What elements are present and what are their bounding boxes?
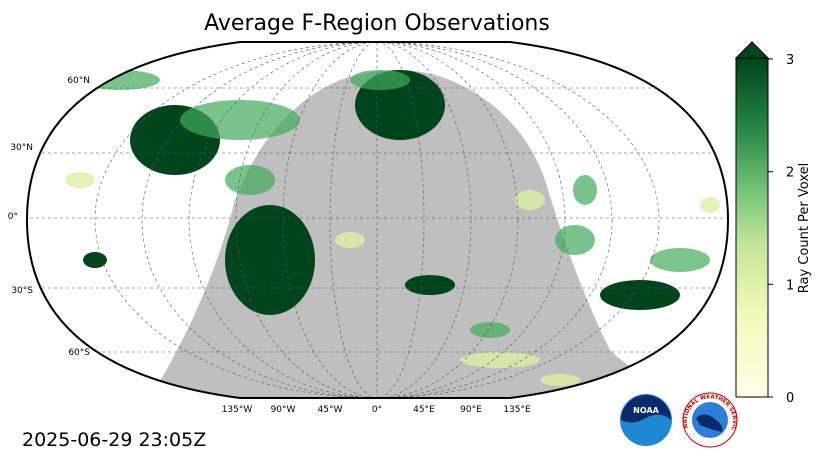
- noaa-logo: NOAA: [620, 394, 672, 446]
- lon-label: 135°E: [503, 405, 531, 415]
- lat-labels: 60°N 30°N 0° 30°S 60°S: [8, 76, 91, 358]
- observation-blobs-low: [65, 172, 720, 386]
- colorbar-tick-label: 1: [786, 278, 794, 293]
- timestamp: 2025-06-29 23:05Z: [22, 429, 206, 451]
- colorbar-tick-label: 3: [786, 53, 794, 68]
- lat-label: 30°S: [11, 286, 33, 296]
- map-area: [27, 42, 728, 398]
- colorbar-ticks: 0 1 2 3: [768, 53, 794, 406]
- lon-label: 45°W: [318, 405, 343, 415]
- map-border: [25, 41, 730, 399]
- lon-label: 90°E: [460, 405, 482, 415]
- observation-blobs-mid: [80, 70, 710, 338]
- lon-label: 90°W: [271, 405, 296, 415]
- lon-label: 45°E: [413, 405, 435, 415]
- night-region: [150, 70, 700, 398]
- lon-labels: 135°W 90°W 45°W 0° 45°E 90°E 135°E: [222, 405, 531, 415]
- colorbar-label: Ray Count Per Voxel: [797, 163, 812, 293]
- graticule: [27, 42, 728, 398]
- lat-label: 60°N: [67, 76, 90, 86]
- colorbar-tick-label: 2: [786, 166, 794, 181]
- lon-label: 135°W: [222, 405, 253, 415]
- colorbar: [735, 57, 769, 398]
- colorbar-extend: [734, 41, 770, 59]
- lat-label: 30°N: [10, 143, 33, 153]
- title: Average F-Region Observations: [204, 11, 550, 36]
- lon-label: 0°: [372, 405, 382, 415]
- noaa-text: NOAA: [633, 406, 659, 415]
- lat-label: 60°S: [68, 348, 90, 358]
- colorbar-tick-label: 0: [786, 391, 794, 406]
- lat-label: 0°: [8, 212, 18, 222]
